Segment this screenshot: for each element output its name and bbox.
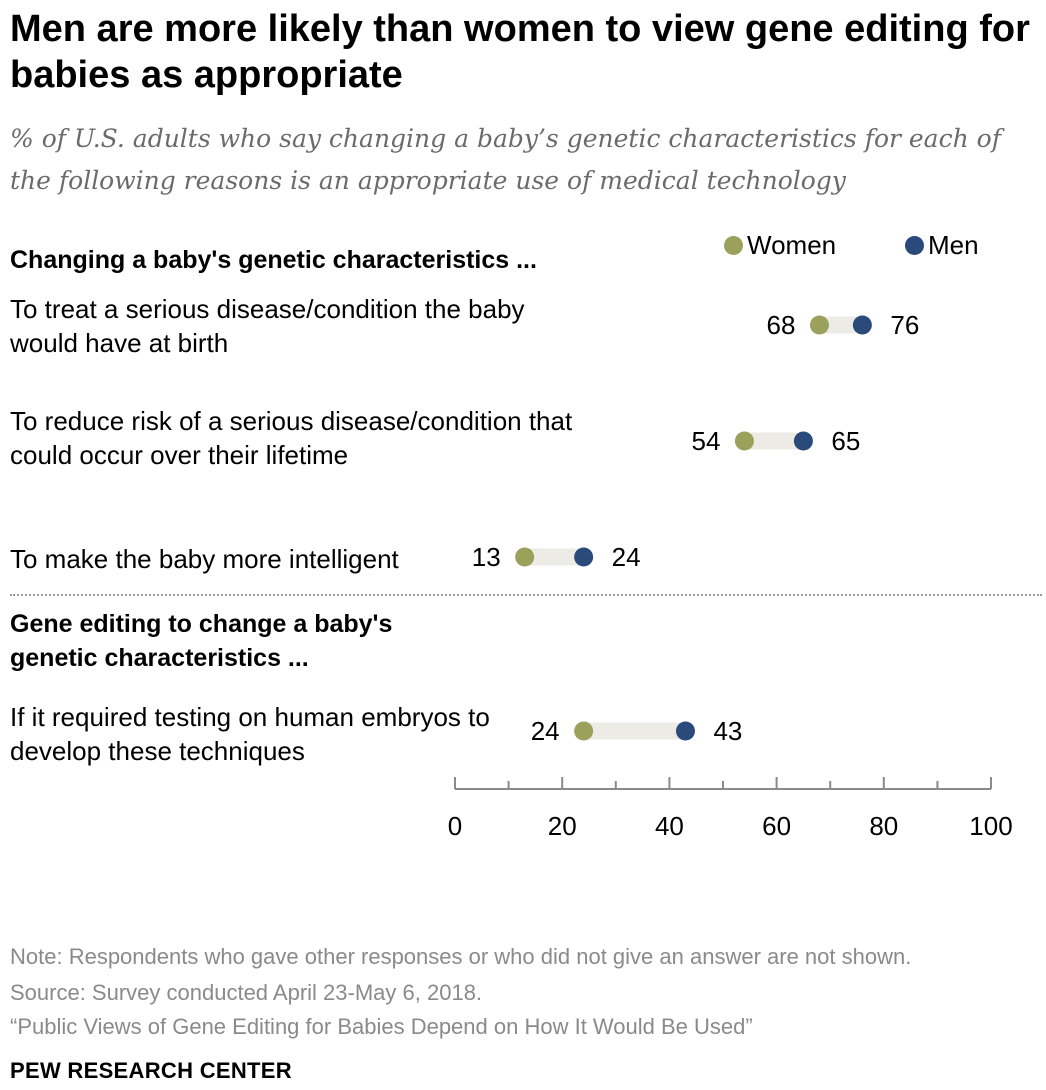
men-value-label-row-4: 43 <box>713 716 742 746</box>
legend-item-women: Women <box>724 229 836 261</box>
legend-item-men: Men <box>905 229 979 261</box>
women-value-label-row-4: 24 <box>531 716 560 746</box>
footer-note: Note: Respondents who gave other respons… <box>10 944 912 969</box>
women-value-label-row-2: 54 <box>692 426 721 456</box>
x-tick-label-20: 20 <box>548 811 577 841</box>
row-label-intelligent: To make the baby more intelligent <box>10 544 399 574</box>
legend-men-label: Men <box>928 230 979 260</box>
men-value-label-row-1: 76 <box>890 310 919 340</box>
x-tick-label-100: 100 <box>969 811 1012 841</box>
women-value-label-row-3: 13 <box>472 542 501 572</box>
row-label-reduce-risk: To reduce risk of a serious disease/cond… <box>10 406 573 470</box>
brand-name: PEW RESEARCH CENTER <box>10 1058 292 1083</box>
women-dot-row-4 <box>574 721 594 741</box>
women-dot-row-1 <box>809 315 829 335</box>
men-dot-row-3 <box>574 547 594 567</box>
legend-women-dot-icon <box>724 235 743 255</box>
row-label-treat-disease: To treat a serious disease/condition the… <box>10 294 525 358</box>
x-tick-label-60: 60 <box>762 811 791 841</box>
x-tick-label-80: 80 <box>869 811 898 841</box>
row-label-embryo-testing: If it required testing on human embryos … <box>10 702 490 766</box>
footer-report: “Public Views of Gene Editing for Babies… <box>10 1014 753 1039</box>
men-value-label-row-3: 24 <box>612 542 641 572</box>
women-dot-row-3 <box>515 547 535 567</box>
x-tick-label-40: 40 <box>655 811 684 841</box>
section-divider <box>10 594 1042 596</box>
men-value-label-row-2: 65 <box>831 426 860 456</box>
chart-subtitle: % of U.S. adults who say changing a baby… <box>10 124 1001 195</box>
section-heading-changing: Changing a baby's genetic characteristic… <box>10 246 537 274</box>
men-dot-row-4 <box>675 721 695 741</box>
women-value-label-row-1: 68 <box>767 310 796 340</box>
legend-men-dot-icon <box>905 235 924 255</box>
men-dot-row-1 <box>852 315 872 335</box>
men-dot-row-2 <box>793 431 813 451</box>
legend-women-label: Women <box>747 230 837 260</box>
section-heading-gene-editing: Gene editing to change a baby's genetic … <box>10 610 393 672</box>
women-dot-row-2 <box>734 431 754 451</box>
chart-title: Men are more likely than women to view g… <box>10 8 1030 96</box>
footer-source: Source: Survey conducted April 23-May 6,… <box>10 980 483 1005</box>
x-tick-label-0: 0 <box>448 811 462 841</box>
